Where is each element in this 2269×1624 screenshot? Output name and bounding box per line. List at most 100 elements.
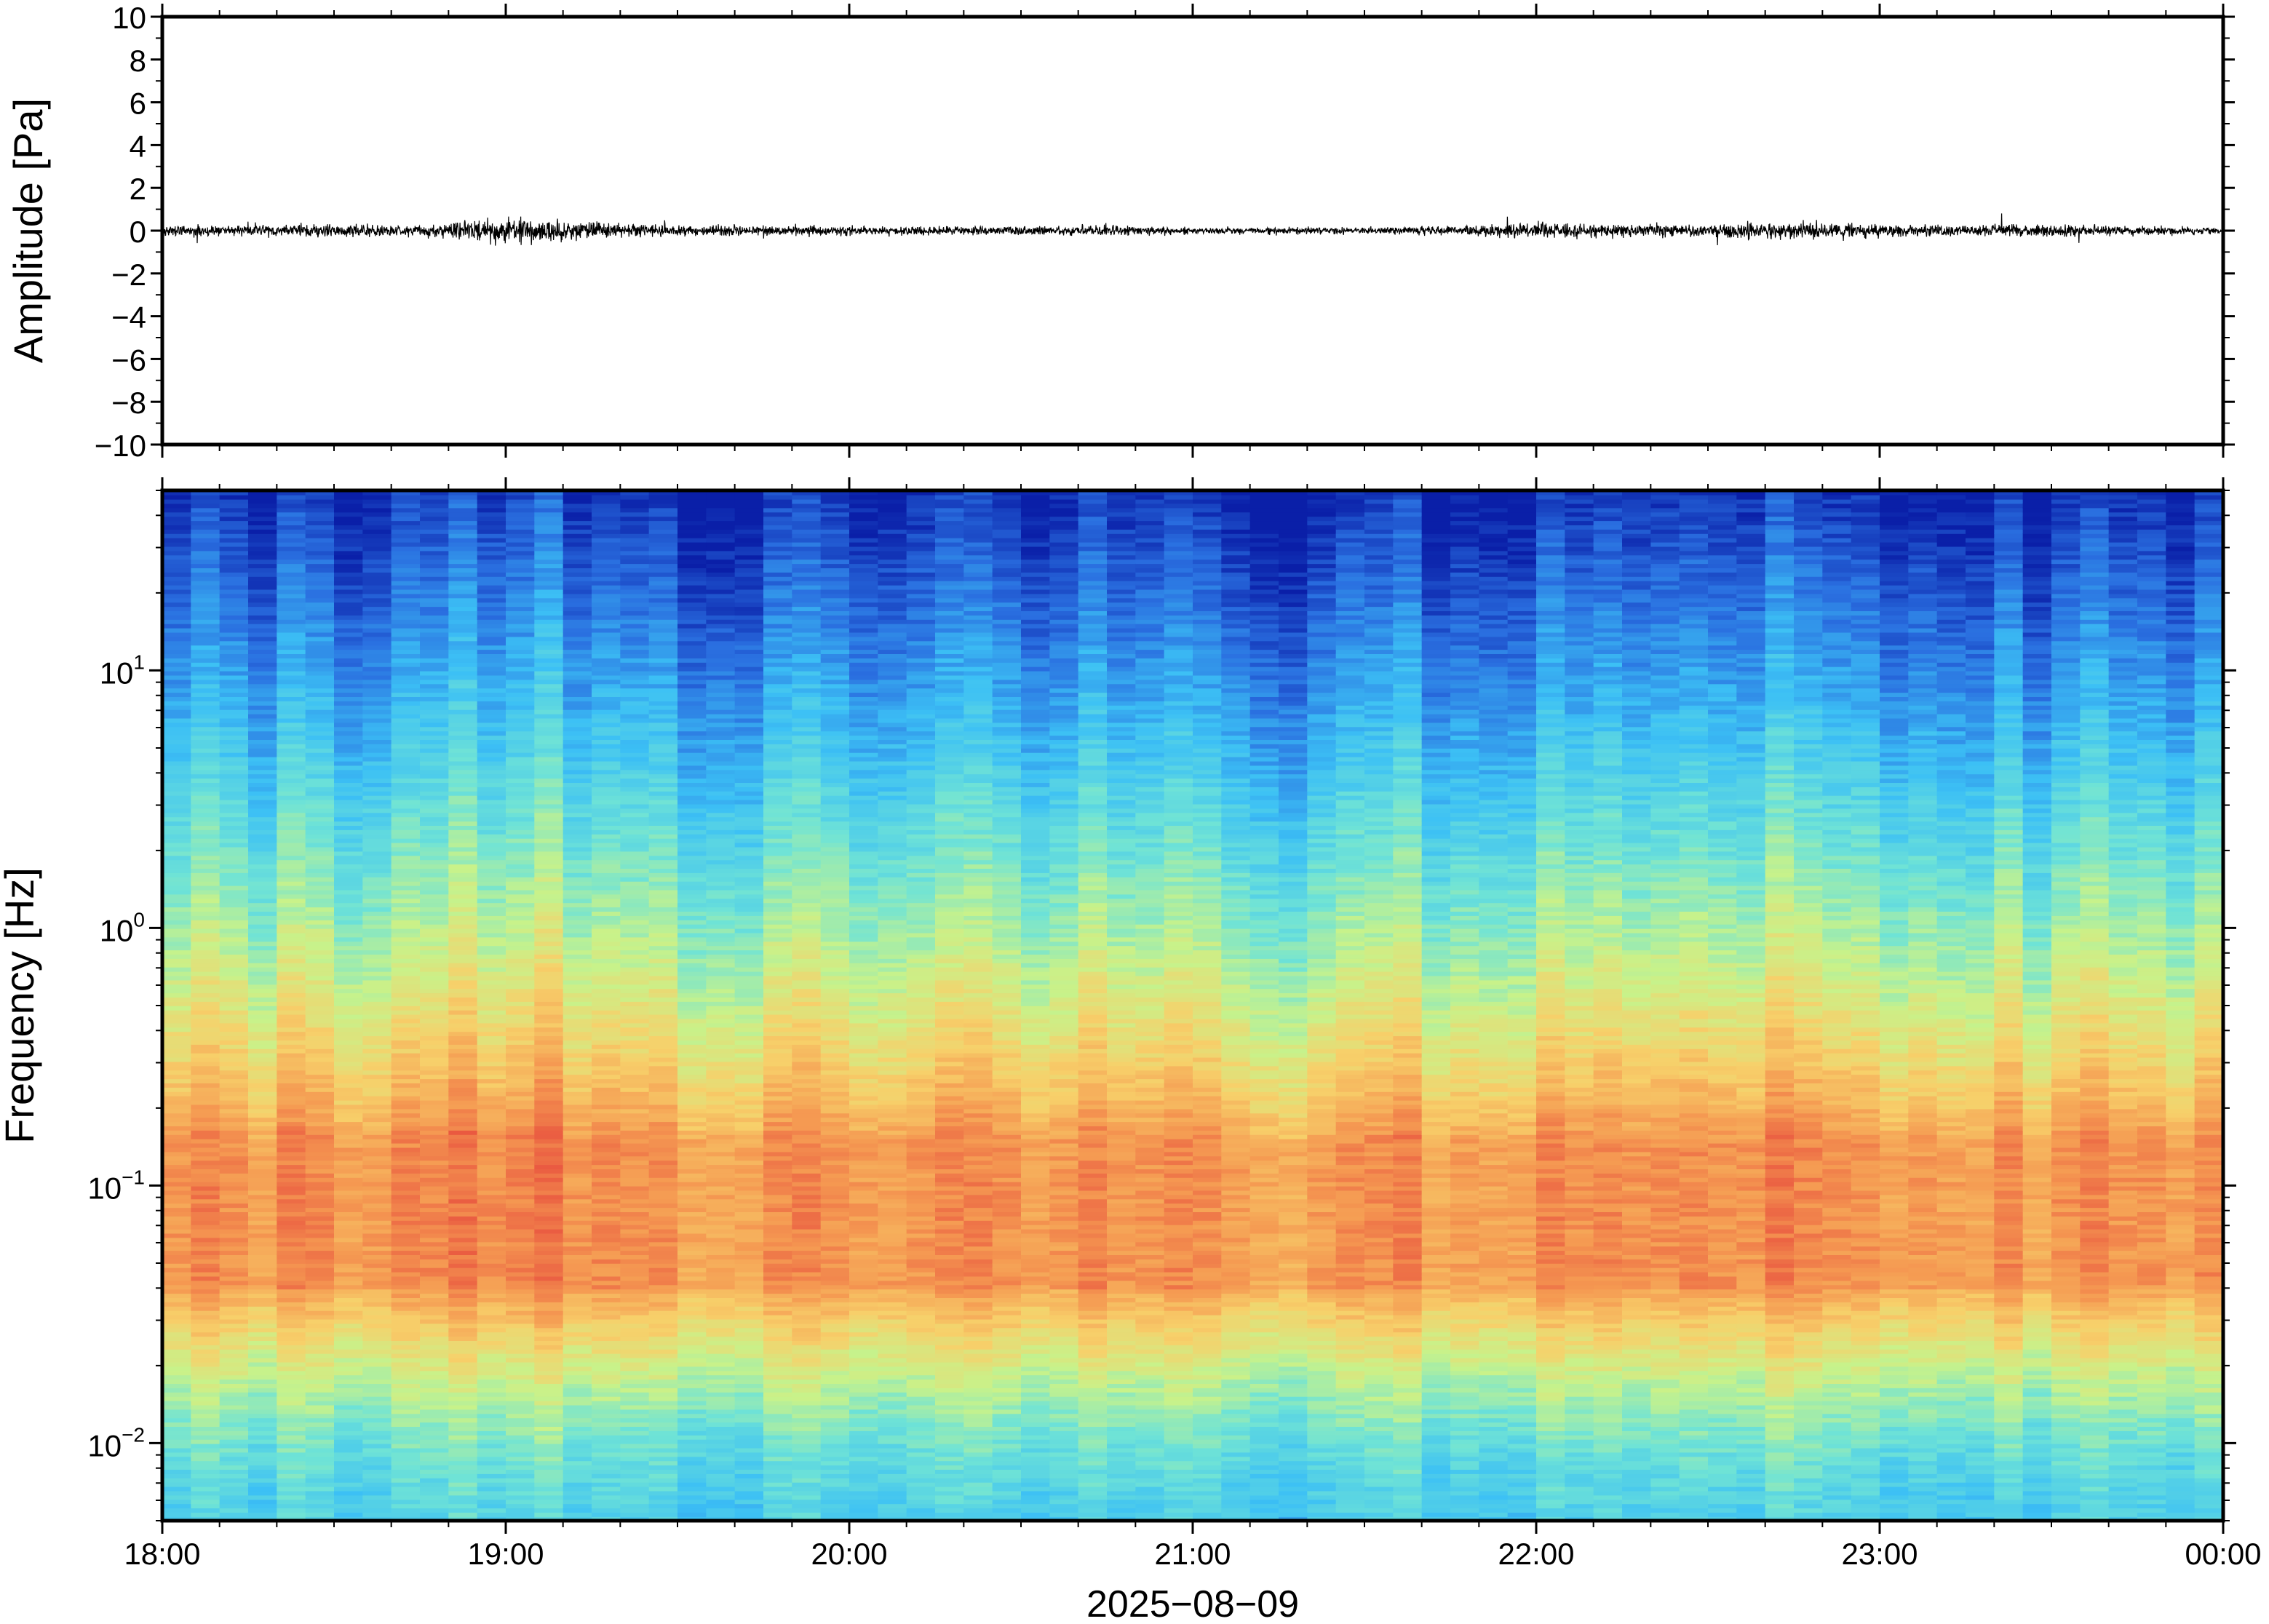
spectrogram-cell [734, 1345, 764, 1350]
spectrogram-cell [477, 902, 506, 908]
spectrogram-cell [592, 688, 621, 693]
spectrogram-cell [477, 670, 506, 676]
spectrogram-cell [362, 923, 392, 929]
spectrogram-cell [162, 1512, 192, 1517]
spectrogram-cell [677, 1400, 707, 1406]
spectrogram-cell [162, 1503, 192, 1509]
spectrogram-cell [334, 1271, 364, 1277]
spectrogram-cell [448, 945, 478, 951]
spectrogram-cell [592, 1302, 621, 1307]
spectrogram-cell [420, 722, 450, 728]
spectrogram-cell [563, 696, 592, 701]
spectrogram-cell [162, 554, 192, 560]
spectrogram-cell [162, 589, 192, 594]
spectrogram-cell [162, 679, 192, 685]
spectrogram-cell [620, 1460, 650, 1466]
spectrogram-cell [477, 546, 506, 552]
spectrogram-cell [362, 954, 392, 959]
spectrogram-cell [334, 662, 364, 667]
spectrogram-cell [477, 1499, 506, 1505]
spectrogram-cell [648, 623, 678, 629]
spectrogram-cell [706, 1074, 736, 1080]
spectrogram-cell [219, 936, 249, 942]
spectrogram-cell [477, 1404, 506, 1410]
spectrogram-cell [677, 1426, 707, 1431]
spectrogram-cell [162, 1297, 192, 1302]
spectrogram-cell [191, 837, 220, 843]
spectrogram-cell [506, 1443, 536, 1449]
spectrogram-cell [477, 589, 506, 594]
spectrogram-cell [391, 674, 421, 680]
spectrogram-cell [334, 928, 364, 934]
spectrogram-cell [305, 1263, 335, 1268]
spectrogram-cell [305, 731, 335, 736]
spectrogram-cell [477, 864, 506, 869]
spectrogram-cell [362, 1237, 392, 1243]
spectrogram-cell [277, 992, 306, 998]
spectrogram-cell [362, 1241, 392, 1247]
spectrogram-cell [162, 503, 192, 509]
spectrogram-cell [334, 1289, 364, 1294]
spectrogram-cell [534, 1357, 564, 1363]
spectrogram-cell [391, 1048, 421, 1054]
spectrogram-cell [706, 568, 736, 573]
spectrogram-cell [391, 696, 421, 701]
spectrogram-cell [592, 615, 621, 620]
spectrogram-cell [219, 1052, 249, 1058]
spectrogram-cell [248, 1083, 278, 1088]
spectrogram-cell [448, 636, 478, 642]
spectrogram-cell [420, 584, 450, 590]
spectrogram-cell [248, 988, 278, 994]
spectrogram-cell [477, 1271, 506, 1277]
spectrogram-cell [534, 709, 564, 715]
spectrogram-cell [506, 1108, 536, 1114]
spectrogram-cell [334, 765, 364, 771]
spectrogram-cell [219, 855, 249, 861]
spectrogram-cell [219, 941, 249, 947]
spectrogram-cell [563, 503, 592, 509]
spectrogram-cell [563, 1443, 592, 1449]
spectrogram-cell [563, 1400, 592, 1406]
spectrogram-cell [362, 632, 392, 637]
spectrogram-cell [219, 537, 249, 543]
spectrogram-cell [391, 893, 421, 899]
spectrogram-cell [277, 683, 306, 689]
spectrogram-cell [334, 1267, 364, 1273]
spectrogram-cell [706, 911, 736, 916]
spectrogram-cell [248, 1508, 278, 1513]
spectrogram-cell [219, 1357, 249, 1363]
spectrogram-cell [391, 984, 421, 990]
spectrogram-cell [277, 769, 306, 775]
spectrogram-cell [677, 1503, 707, 1509]
spectrogram-cell [277, 1254, 306, 1259]
spectrogram-cell [448, 928, 478, 934]
spectrogram-cell [219, 572, 249, 577]
spectrogram-cell [620, 975, 650, 981]
spectrogram-cell [334, 1052, 364, 1058]
spectrogram-cell [420, 1035, 450, 1040]
spectrogram-cell [248, 705, 278, 710]
spectrogram-cell [362, 1417, 392, 1423]
spectrogram-cell [592, 756, 621, 762]
spectrogram-cell [391, 932, 421, 938]
spectrogram-cell [648, 928, 678, 934]
spectrogram-cell [219, 589, 249, 594]
spectrogram-cell [334, 825, 364, 830]
spectrogram-cell [248, 778, 278, 783]
spectrogram-cell [191, 1001, 220, 1006]
spectrogram-cell [477, 1142, 506, 1148]
spectrogram-cell [477, 748, 506, 753]
spectrogram-cell [391, 1481, 421, 1487]
spectrogram-cell [391, 787, 421, 792]
spectrogram-cell [477, 842, 506, 848]
spectrogram-cell [506, 1413, 536, 1419]
spectrogram-cell [277, 1438, 306, 1444]
spectrogram-cell [420, 834, 450, 839]
spectrogram-cell [277, 1396, 306, 1401]
spectrogram-cell [706, 1323, 736, 1329]
spectrogram-cell [706, 688, 736, 693]
spectrogram-cell [563, 885, 592, 891]
spectrogram-cell [534, 812, 564, 818]
spectrogram-cell [277, 516, 306, 522]
spectrogram-cell [706, 1306, 736, 1311]
